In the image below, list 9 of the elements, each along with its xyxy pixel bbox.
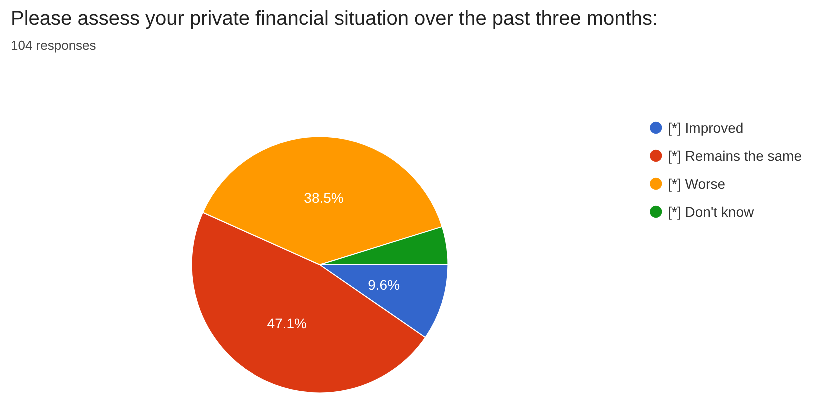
text: 104 responses: [11, 38, 97, 53]
data-label: 47.1%: [267, 315, 307, 332]
data-label: 9.6%: [368, 276, 400, 293]
legend-label: [*] Worse: [668, 176, 726, 192]
chart-title: Please assess your private financial situation over the past three months:: [11, 8, 658, 30]
legend-label: [*] Don't know: [668, 204, 755, 220]
legend-label: [*] Remains the same: [668, 148, 802, 164]
data-label: 38.5%: [304, 190, 344, 206]
legend-label: [*] Improved: [668, 120, 744, 136]
